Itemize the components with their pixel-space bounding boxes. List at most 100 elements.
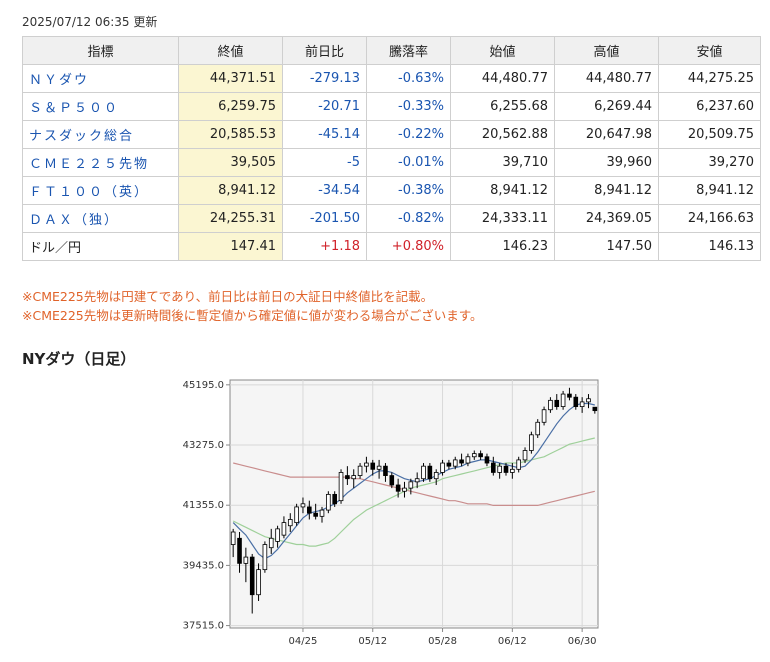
candle-body: [332, 493, 337, 505]
table-header-row: 指標 終値 前日比 騰落率 始値 高値 安値: [22, 36, 761, 65]
candle-body: [535, 421, 541, 436]
indicator-link[interactable]: ナスダック総合: [22, 120, 179, 149]
notes: ※CME225先物は円建てであり、前日比は前日の大証日中終値比を記載。 ※CME…: [22, 287, 483, 325]
high-value: 6,269.44: [554, 92, 659, 121]
candle-body: [541, 409, 547, 423]
high-value: 20,647.98: [554, 120, 659, 149]
header-high: 高値: [554, 36, 659, 65]
candle-body: [529, 434, 534, 451]
candle-body: [326, 493, 331, 511]
change-value: -34.54: [282, 176, 367, 205]
close-value: 6,259.75: [178, 92, 283, 121]
indicator-link[interactable]: Ｓ＆Ｐ５００: [22, 92, 179, 121]
candle-body: [287, 519, 293, 527]
low-value: 146.13: [658, 232, 761, 261]
indicator-link[interactable]: ＦＴ１００（英）: [22, 176, 179, 205]
table-row: ＤＡＸ（独） 24,255.31 -201.50 -0.82% 24,333.11 24,…: [22, 204, 761, 233]
candle-body: [319, 509, 325, 517]
low-value: 6,237.60: [658, 92, 761, 121]
table-row: Ｓ＆Ｐ５００ 6,259.75 -20.71 -0.33% 6,255.68 6,269.…: [22, 92, 761, 121]
candle-body: [465, 456, 471, 464]
candle-body: [554, 399, 560, 408]
candle-body: [357, 465, 363, 476]
candle-body: [275, 528, 280, 542]
candle-body: [503, 465, 509, 473]
header-change: 前日比: [282, 36, 367, 65]
x-tick-label: 06/12: [498, 636, 527, 647]
moving-average-mid: [232, 437, 595, 547]
candle-body: [452, 459, 458, 467]
candle-body: [376, 465, 382, 470]
candle-body: [294, 506, 299, 524]
candle-body: [351, 475, 357, 480]
moving-average-short: [232, 402, 595, 560]
candle-body: [548, 399, 553, 411]
candle-body: [567, 393, 572, 398]
y-tick-label: 45195.0: [183, 380, 224, 391]
table-row: ドル／円 147.41 +1.18 +0.80% 146.23 147.50 146.13: [22, 232, 761, 261]
pct-value: -0.01%: [366, 148, 451, 177]
high-value: 44,480.77: [554, 64, 659, 93]
candle-body: [249, 556, 255, 596]
indicator-link[interactable]: ＣＭＥ２２５先物: [22, 148, 179, 177]
candle-body: [338, 472, 344, 502]
candle-body: [516, 459, 521, 470]
pct-value: -0.38%: [366, 176, 451, 205]
candle-body: [389, 475, 395, 486]
candle-body: [256, 569, 261, 596]
y-tick-label: 41355.0: [183, 500, 224, 511]
header-close: 終値: [178, 36, 283, 65]
indicator-link[interactable]: ＮＹダウ: [22, 64, 179, 93]
note-line-2: ※CME225先物は更新時間後に暫定値から確定値に値が変わる場合がございます。: [22, 308, 483, 323]
open-value: 146.23: [450, 232, 555, 261]
header-low: 安値: [658, 36, 761, 65]
close-value: 8,941.12: [178, 176, 283, 205]
open-value: 8,941.12: [450, 176, 555, 205]
indicator-name: ドル／円: [22, 232, 179, 261]
x-tick-label: 06/30: [568, 636, 597, 647]
market-quotes-table: 指標 終値 前日比 騰落率 始値 高値 安値 ＮＹダウ 44,371.51 -279.13 -0.…: [22, 36, 761, 261]
candle-body: [370, 462, 376, 470]
candle-body: [408, 481, 414, 489]
table-row: ＣＭＥ２２５先物 39,505 -5 -0.01% 39,710 39,960 39,270: [22, 148, 761, 177]
y-tick-label: 37515.0: [183, 621, 224, 632]
pct-value: -0.22%: [366, 120, 451, 149]
candle-body: [510, 468, 515, 473]
low-value: 8,941.12: [658, 176, 761, 205]
change-value: -20.71: [282, 92, 367, 121]
table-body: ＮＹダウ 44,371.51 -279.13 -0.63% 44,480.77 44,48…: [22, 64, 761, 261]
low-value: 20,509.75: [658, 120, 761, 149]
open-value: 6,255.68: [450, 92, 555, 121]
candle-body: [300, 503, 306, 508]
change-value: -5: [282, 148, 367, 177]
header-open: 始値: [450, 36, 555, 65]
candle-body: [433, 472, 439, 480]
change-value: -45.14: [282, 120, 367, 149]
low-value: 44,275.25: [658, 64, 761, 93]
candle-body: [573, 396, 579, 408]
candlestick-chart: 37515.0 39435.0 41355.0 43275.0 45195.0 04/25…: [183, 379, 599, 647]
close-value: 24,255.31: [178, 204, 283, 233]
candle-body: [262, 544, 268, 571]
candle-body: [313, 512, 318, 517]
close-value: 20,585.53: [178, 120, 283, 149]
high-value: 147.50: [554, 232, 659, 261]
table-row: ナスダック総合 20,585.53 -45.14 -0.22% 20,562.88 20,…: [22, 120, 761, 149]
candle-body: [268, 537, 274, 549]
candle-body: [459, 459, 464, 464]
open-value: 24,333.11: [450, 204, 555, 233]
candle-body: [230, 531, 236, 545]
x-tick-label: 05/28: [428, 636, 457, 647]
indicator-link[interactable]: ＤＡＸ（独）: [22, 204, 179, 233]
x-tick-label: 04/25: [289, 636, 318, 647]
pct-value: -0.82%: [366, 204, 451, 233]
updated-timestamp: 2025/07/12 06:35 更新: [22, 15, 158, 29]
candle-body: [383, 465, 388, 476]
header-pct: 騰落率: [366, 36, 451, 65]
candle-body: [395, 484, 401, 492]
moving-average-long: [233, 462, 595, 506]
candle-body: [243, 556, 249, 564]
candle-body: [484, 456, 490, 464]
candle-body: [471, 453, 477, 458]
candle-body: [345, 475, 350, 480]
